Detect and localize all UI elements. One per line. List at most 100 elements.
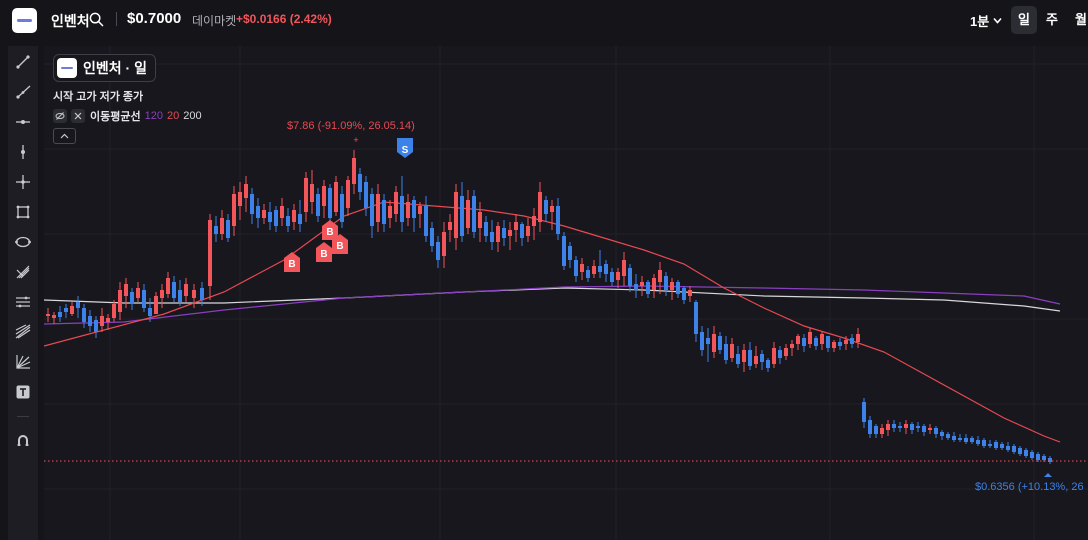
text-icon[interactable] (15, 384, 31, 400)
candle (724, 336, 728, 364)
marker-shape (322, 220, 338, 240)
gann-fan-icon[interactable] (15, 354, 31, 370)
candle (550, 200, 554, 230)
candle (226, 214, 230, 242)
interval-dropdown[interactable]: 1분 (970, 11, 1003, 30)
candle-body (922, 426, 926, 432)
candle-body (520, 224, 524, 238)
candle-body (694, 302, 698, 334)
candle-body (400, 196, 404, 222)
toolbar-divider (17, 416, 29, 417)
candle (52, 312, 56, 324)
candle-body (580, 264, 584, 272)
candle-body (280, 206, 284, 218)
pitchfork-icon[interactable] (15, 324, 31, 340)
candle-body (544, 200, 548, 214)
ma-period-120: 120 (144, 109, 163, 122)
chevron-down-icon (993, 17, 1002, 24)
candle-body (340, 194, 344, 222)
candle (232, 186, 236, 236)
candle-body (406, 202, 410, 218)
candle (112, 300, 116, 322)
candle-body (664, 276, 668, 290)
candle (238, 182, 242, 220)
candle (520, 222, 524, 246)
candle-body (1012, 446, 1016, 452)
candle-body (46, 314, 50, 316)
candle (784, 344, 788, 360)
crosshair-icon[interactable] (15, 174, 31, 190)
rectangle-icon[interactable] (15, 204, 31, 220)
symbol-name[interactable]: 인벤처 (51, 13, 90, 29)
candle (886, 420, 890, 436)
trend-line-icon[interactable] (15, 54, 31, 70)
fibonacci-icon[interactable] (15, 264, 31, 280)
period-tab-month[interactable]: 월 (1075, 12, 1087, 27)
candle-body (244, 184, 248, 198)
candle (538, 182, 542, 232)
candle-body (184, 284, 188, 296)
top-bar: 인벤처 $0.7000 데이마켓 +$0.0166 (2.42%) 1분 일 주… (0, 0, 1088, 40)
magnet-icon[interactable] (15, 432, 31, 448)
period-tab-week[interactable]: 주 (1046, 12, 1058, 27)
candle (94, 316, 98, 338)
candle (832, 340, 836, 352)
candle-body (970, 438, 974, 442)
candle (346, 176, 350, 216)
candle-body (586, 270, 590, 278)
eye-off-icon[interactable] (53, 108, 67, 123)
candle-body (200, 288, 204, 300)
candle (178, 280, 182, 306)
price-chart[interactable]: B B B B S + (44, 46, 1088, 540)
symbol-legend[interactable]: 인벤처 · 일 (53, 54, 156, 82)
candle (676, 280, 680, 298)
candle (982, 438, 986, 448)
marker-shape (332, 234, 348, 254)
candle (580, 258, 584, 280)
candle (880, 424, 884, 438)
period-tab-day[interactable]: 일 (1011, 6, 1037, 34)
candle (604, 260, 608, 282)
candle-body (628, 268, 632, 286)
candle-body (718, 336, 722, 350)
ray-icon[interactable] (15, 84, 31, 100)
candle-body (670, 282, 674, 290)
candle-body (514, 222, 518, 230)
candle (160, 284, 164, 308)
candle-body (298, 214, 302, 224)
candle (298, 200, 302, 232)
parallel-channel-icon[interactable] (15, 294, 31, 310)
vertical-line-icon[interactable] (15, 144, 31, 160)
candle (292, 204, 296, 230)
candle (964, 434, 968, 444)
candle-body (700, 332, 704, 350)
candle-body (646, 282, 650, 294)
candle-body (466, 200, 470, 228)
candle-body (192, 290, 196, 298)
candle-body (682, 288, 686, 300)
candle-body (892, 424, 896, 428)
candle (436, 236, 440, 268)
candle (994, 440, 998, 450)
candle (400, 176, 404, 232)
marker-label: B (288, 259, 295, 270)
horizontal-line-icon[interactable] (15, 114, 31, 130)
candle-body (640, 282, 644, 286)
candle-body (556, 206, 560, 234)
candle-body (754, 356, 758, 364)
candle-body (274, 210, 278, 226)
collapse-legend-button[interactable] (53, 128, 76, 144)
candle-body (436, 242, 440, 260)
candle (760, 350, 764, 370)
close-icon[interactable] (71, 108, 85, 123)
candle (64, 304, 68, 318)
ma-indicator-name: 이동평균선 (90, 110, 141, 123)
candle-body (568, 246, 572, 260)
candle-body (538, 192, 542, 222)
candle-body (1000, 444, 1004, 448)
search-icon[interactable] (89, 12, 104, 27)
ellipse-icon[interactable] (15, 234, 31, 250)
candle (514, 214, 518, 242)
candle (796, 334, 800, 350)
